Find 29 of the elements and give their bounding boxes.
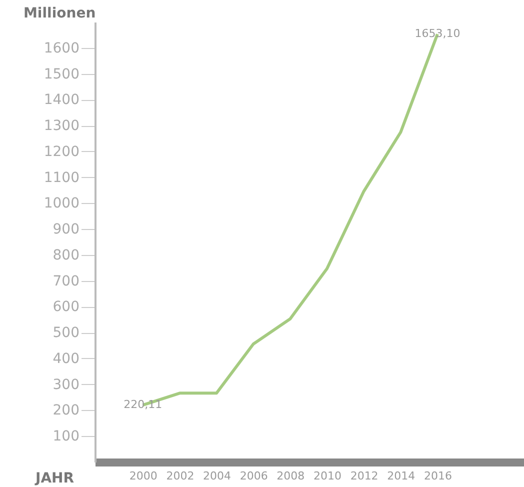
y-tick-label: 600 <box>52 299 80 316</box>
y-tick-label: 700 <box>52 273 80 290</box>
x-tick-label: 2012 <box>350 470 378 482</box>
y-tick-label: 200 <box>52 402 80 419</box>
x-tick-label: 2016 <box>424 470 452 482</box>
x-tick-label: 2010 <box>313 470 342 482</box>
x-tick-label: 2008 <box>276 470 305 482</box>
y-tick-label: 1200 <box>44 144 80 160</box>
x-tick-label: 2014 <box>387 470 416 482</box>
y-tick-label: 1100 <box>44 170 80 186</box>
x-tick-label: 2006 <box>240 470 268 482</box>
data-label: 1653,10 <box>414 27 460 40</box>
y-axis-title: Millionen <box>24 6 96 22</box>
y-tick-label: 100 <box>52 428 80 445</box>
y-tick-label: 1000 <box>44 196 80 212</box>
x-tick-label: 2000 <box>129 470 158 482</box>
y-tick-label: 1500 <box>44 66 80 82</box>
y-tick-label: 300 <box>52 376 80 393</box>
y-tick-label: 1300 <box>44 118 80 134</box>
y-tick-label: 800 <box>52 247 80 264</box>
y-tick-label: 400 <box>52 350 80 367</box>
data-label: 220,11 <box>124 398 162 412</box>
x-tick-label: 2002 <box>166 470 194 482</box>
x-tick-label: 2004 <box>203 470 232 482</box>
x-axis-title: JAHR <box>34 470 74 486</box>
y-tick-label: 900 <box>52 222 80 238</box>
y-tick-label: 1400 <box>44 92 80 108</box>
y-tick-label: 1600 <box>44 40 80 56</box>
y-tick-label: 500 <box>52 325 80 342</box>
